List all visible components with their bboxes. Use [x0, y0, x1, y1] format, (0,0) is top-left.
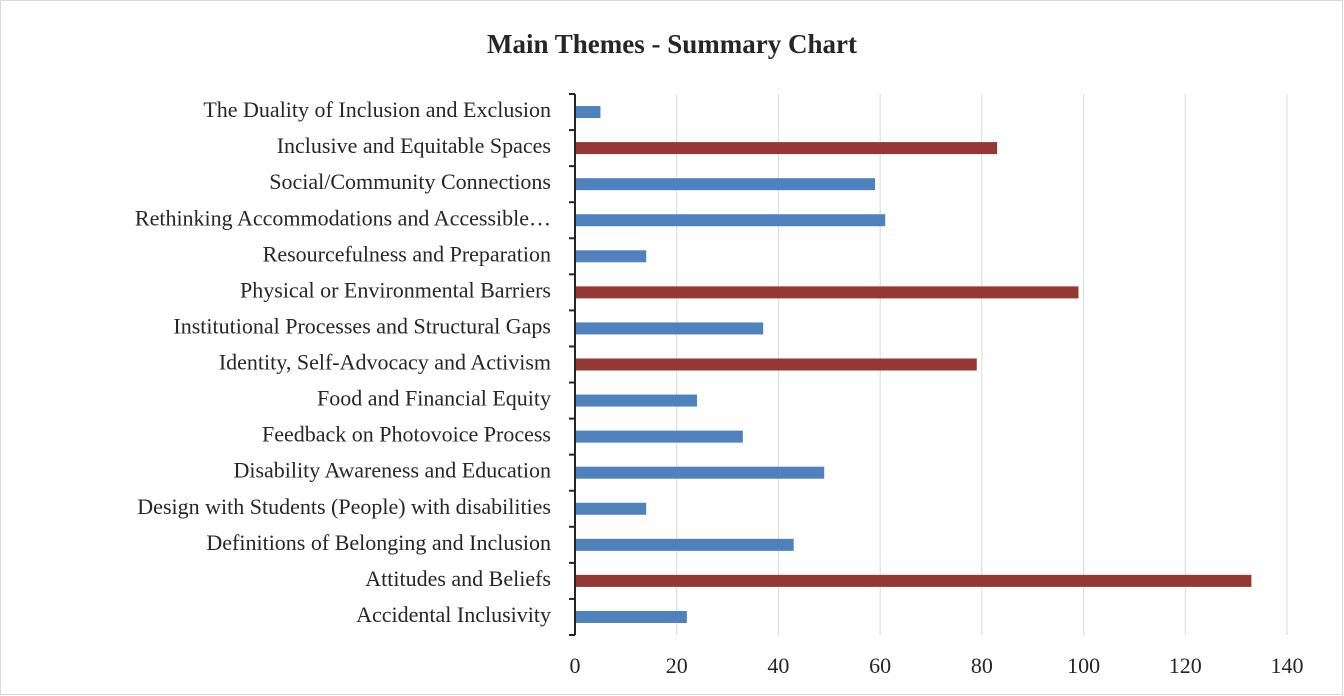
y-tick-label: Design with Students (People) with disab… [137, 494, 551, 519]
y-tick-label: Rethinking Accommodations and Accessible… [135, 205, 551, 230]
y-tick-label: The Duality of Inclusion and Exclusion [203, 97, 551, 122]
bar [575, 178, 876, 191]
bar [575, 214, 886, 227]
y-tick-label: Institutional Processes and Structural G… [173, 313, 551, 338]
bar [575, 106, 601, 119]
x-tick-label: 140 [1271, 653, 1304, 678]
y-tick-label: Food and Financial Equity [317, 386, 551, 411]
x-tick-label: 40 [767, 653, 789, 678]
bar [575, 502, 647, 515]
y-tick-label: Identity, Self-Advocacy and Activism [219, 350, 551, 375]
bar [575, 574, 1252, 587]
bar [575, 358, 977, 371]
bar [575, 394, 698, 407]
bar [575, 142, 998, 155]
y-tick-label: Disability Awareness and Education [233, 458, 551, 483]
bar [575, 610, 687, 623]
y-tick-label: Feedback on Photovoice Process [262, 422, 551, 447]
x-tick-label: 120 [1169, 653, 1202, 678]
y-tick-label: Attitudes and Beliefs [365, 566, 551, 591]
x-tick-label: 60 [869, 653, 891, 678]
x-tick-label: 0 [570, 653, 581, 678]
bar [575, 250, 647, 263]
x-tick-label: 20 [666, 653, 688, 678]
y-tick-label: Social/Community Connections [269, 169, 551, 194]
y-tick-label: Physical or Environmental Barriers [240, 277, 551, 302]
x-tick-label: 80 [971, 653, 993, 678]
bar [575, 430, 743, 443]
bar [575, 286, 1079, 299]
bar [575, 322, 764, 335]
chart-title: Main Themes - Summary Chart [487, 29, 857, 59]
bar [575, 538, 794, 551]
y-tick-label: Accidental Inclusivity [356, 602, 551, 627]
y-tick-label: Definitions of Belonging and Inclusion [206, 530, 551, 555]
y-tick-label: Inclusive and Equitable Spaces [277, 133, 551, 158]
bar [575, 466, 825, 479]
y-tick-label: Resourcefulness and Preparation [263, 241, 551, 266]
x-tick-label: 100 [1067, 653, 1100, 678]
